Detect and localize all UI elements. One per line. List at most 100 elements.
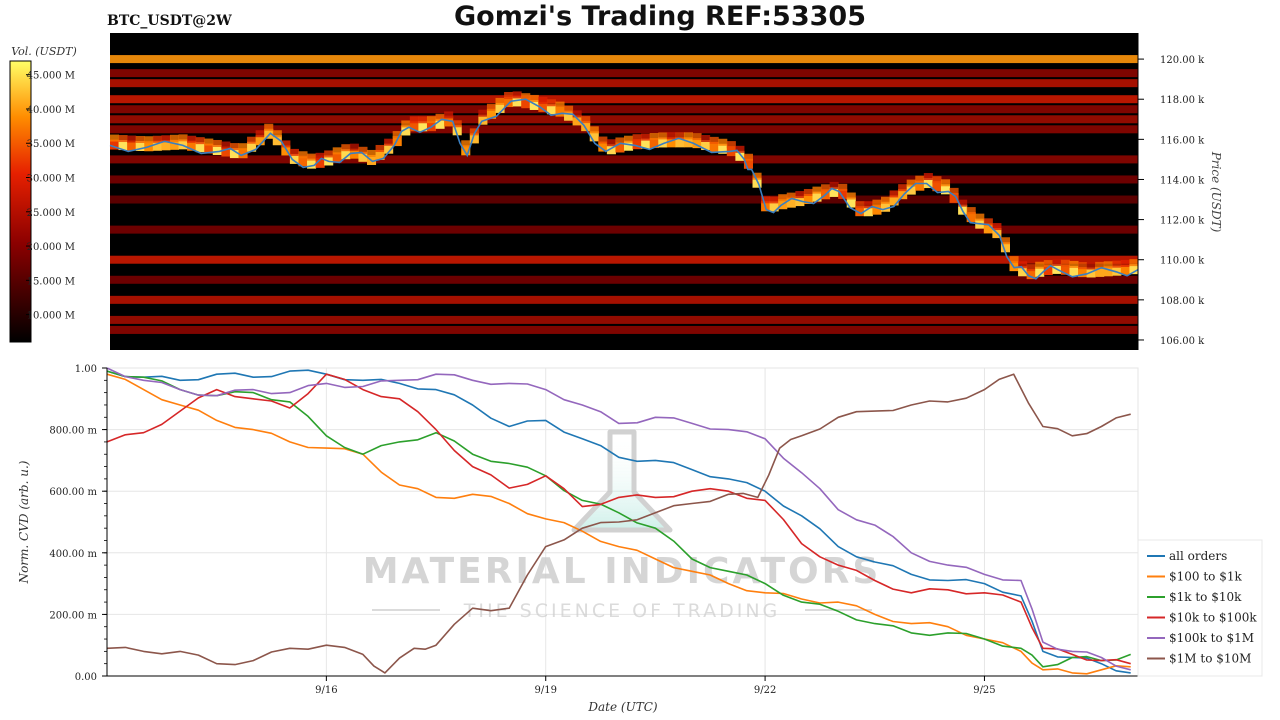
heatmap-cell xyxy=(546,104,556,115)
heatmap-cell xyxy=(315,157,325,168)
price-tick-label: 114.00 k xyxy=(1160,175,1205,186)
heatmap-cell xyxy=(229,148,239,159)
liquidity-band xyxy=(110,155,1138,164)
heatmap-cell xyxy=(726,141,736,149)
liquidity-band xyxy=(110,225,1138,234)
heatmap-cell xyxy=(264,128,274,139)
heatmap-cell xyxy=(324,155,334,166)
heatmap-cell xyxy=(212,144,222,155)
heatmap-cell xyxy=(889,195,899,206)
heatmap-cell xyxy=(632,134,642,142)
heatmap-cell xyxy=(255,135,265,146)
price-line xyxy=(109,98,1139,280)
colorbar-tick-label: 45.000 M xyxy=(27,71,75,82)
legend-label: $1k to $10k xyxy=(1169,590,1242,604)
price-tick-label: 120.00 k xyxy=(1160,55,1205,66)
heatmap-cell xyxy=(615,142,625,153)
heatmap-cell xyxy=(375,144,385,152)
heatmap-cell xyxy=(564,110,574,121)
heatmap-cell xyxy=(906,179,916,187)
heatmap-cell xyxy=(769,196,779,204)
heatmap-cell xyxy=(709,141,719,152)
heatmap-cell xyxy=(341,149,351,160)
heatmap-cell xyxy=(187,140,197,151)
heatmap-cell xyxy=(409,121,419,132)
heatmap-cell xyxy=(658,132,668,140)
cvd-y-tick-label: 1.00 xyxy=(75,364,97,375)
heatmap-cell xyxy=(743,158,753,169)
heatmap-cell xyxy=(709,136,719,144)
heatmap-ylabel: Price (USDT) xyxy=(1209,151,1223,233)
heatmap-cell xyxy=(127,135,137,143)
heatmap-cell xyxy=(872,204,882,215)
colorbar-tick-label: 25.000 M xyxy=(27,208,75,219)
heatmap-cell xyxy=(572,110,582,118)
heatmap-cell xyxy=(589,131,599,142)
legend-label: $10k to $100k xyxy=(1169,611,1257,625)
price-tick-label: 118.00 k xyxy=(1160,95,1205,106)
heatmap-cell xyxy=(949,187,959,195)
heatmap-cell xyxy=(1000,242,1010,253)
heatmap-cell xyxy=(538,101,548,112)
heatmap-cell xyxy=(324,150,334,158)
legend: all orders $100 to $1k $1k to $10k $10k to … xyxy=(1137,539,1263,677)
heatmap-cell xyxy=(949,192,959,203)
cvd-y-tick-label: 0.00 xyxy=(75,672,97,683)
heatmap-cell xyxy=(1052,258,1062,266)
colorbar-tick-label: 20.000 M xyxy=(27,242,75,253)
heatmap-cell xyxy=(992,223,1002,231)
cvd-x-tick-label: 9/19 xyxy=(534,685,556,696)
heatmap-cell xyxy=(358,146,368,154)
heatmap-cell xyxy=(923,173,933,181)
heatmap-cell xyxy=(435,118,445,129)
heatmap-cell xyxy=(675,137,685,148)
price-tick-label: 108.00 k xyxy=(1160,296,1205,307)
heatmap-cell xyxy=(666,132,676,140)
heatmap-cell xyxy=(555,106,565,117)
watermark: MATERIAL INDICATORS THE SCIENCE OF TRADI… xyxy=(363,429,878,622)
cvd-x-tick-label: 9/16 xyxy=(315,685,337,696)
heatmap-cell xyxy=(135,135,145,143)
heatmap-cell xyxy=(512,91,522,99)
heatmap-cell xyxy=(332,147,342,155)
heatmap-cell xyxy=(546,99,556,107)
heatmap-cell xyxy=(307,153,317,161)
liquidity-band xyxy=(110,195,1138,204)
heatmap-cell xyxy=(452,120,462,128)
cvd-series-line xyxy=(106,370,1131,668)
liquidity-band xyxy=(110,255,1138,264)
heatmap-cell xyxy=(641,133,651,141)
liquidity-band xyxy=(110,105,1138,114)
heatmap-cell xyxy=(367,149,377,157)
heatmap-cell xyxy=(803,194,813,205)
cvd-series-line xyxy=(106,367,1131,671)
cvd-y-tick-label: 600.00 m xyxy=(49,487,97,498)
heatmap-cell xyxy=(1000,237,1010,245)
heatmap-cell xyxy=(915,180,925,191)
heatmap-cell xyxy=(786,197,796,208)
heatmap-cell xyxy=(906,184,916,195)
heatmap-cell xyxy=(589,126,599,134)
heatmap-cell xyxy=(315,152,325,160)
heatmap-cell xyxy=(1026,264,1036,272)
heatmap-cell xyxy=(983,218,993,226)
colorbar-scale xyxy=(9,60,32,343)
heatmap-cell xyxy=(846,192,856,200)
heatmap-cell xyxy=(521,93,531,101)
heatmap-cell xyxy=(940,179,951,187)
heatmap-cell xyxy=(692,133,702,141)
heatmap-cell xyxy=(452,125,462,136)
heatmap-cell xyxy=(461,140,471,148)
heatmap-cell xyxy=(872,199,882,207)
price-tick-label: 106.00 k xyxy=(1160,336,1205,347)
liquidity-band xyxy=(110,295,1138,304)
heatmap-cell xyxy=(923,178,933,189)
heatmap-cell xyxy=(1060,259,1070,267)
heatmap-cell xyxy=(221,141,231,149)
heatmap-cell xyxy=(1078,262,1088,270)
liquidity-band xyxy=(110,275,1138,284)
colorbar-tick-label: 15.000 M xyxy=(27,276,75,287)
cvd-series-line xyxy=(106,373,1131,665)
heatmap-cell xyxy=(1120,264,1130,275)
